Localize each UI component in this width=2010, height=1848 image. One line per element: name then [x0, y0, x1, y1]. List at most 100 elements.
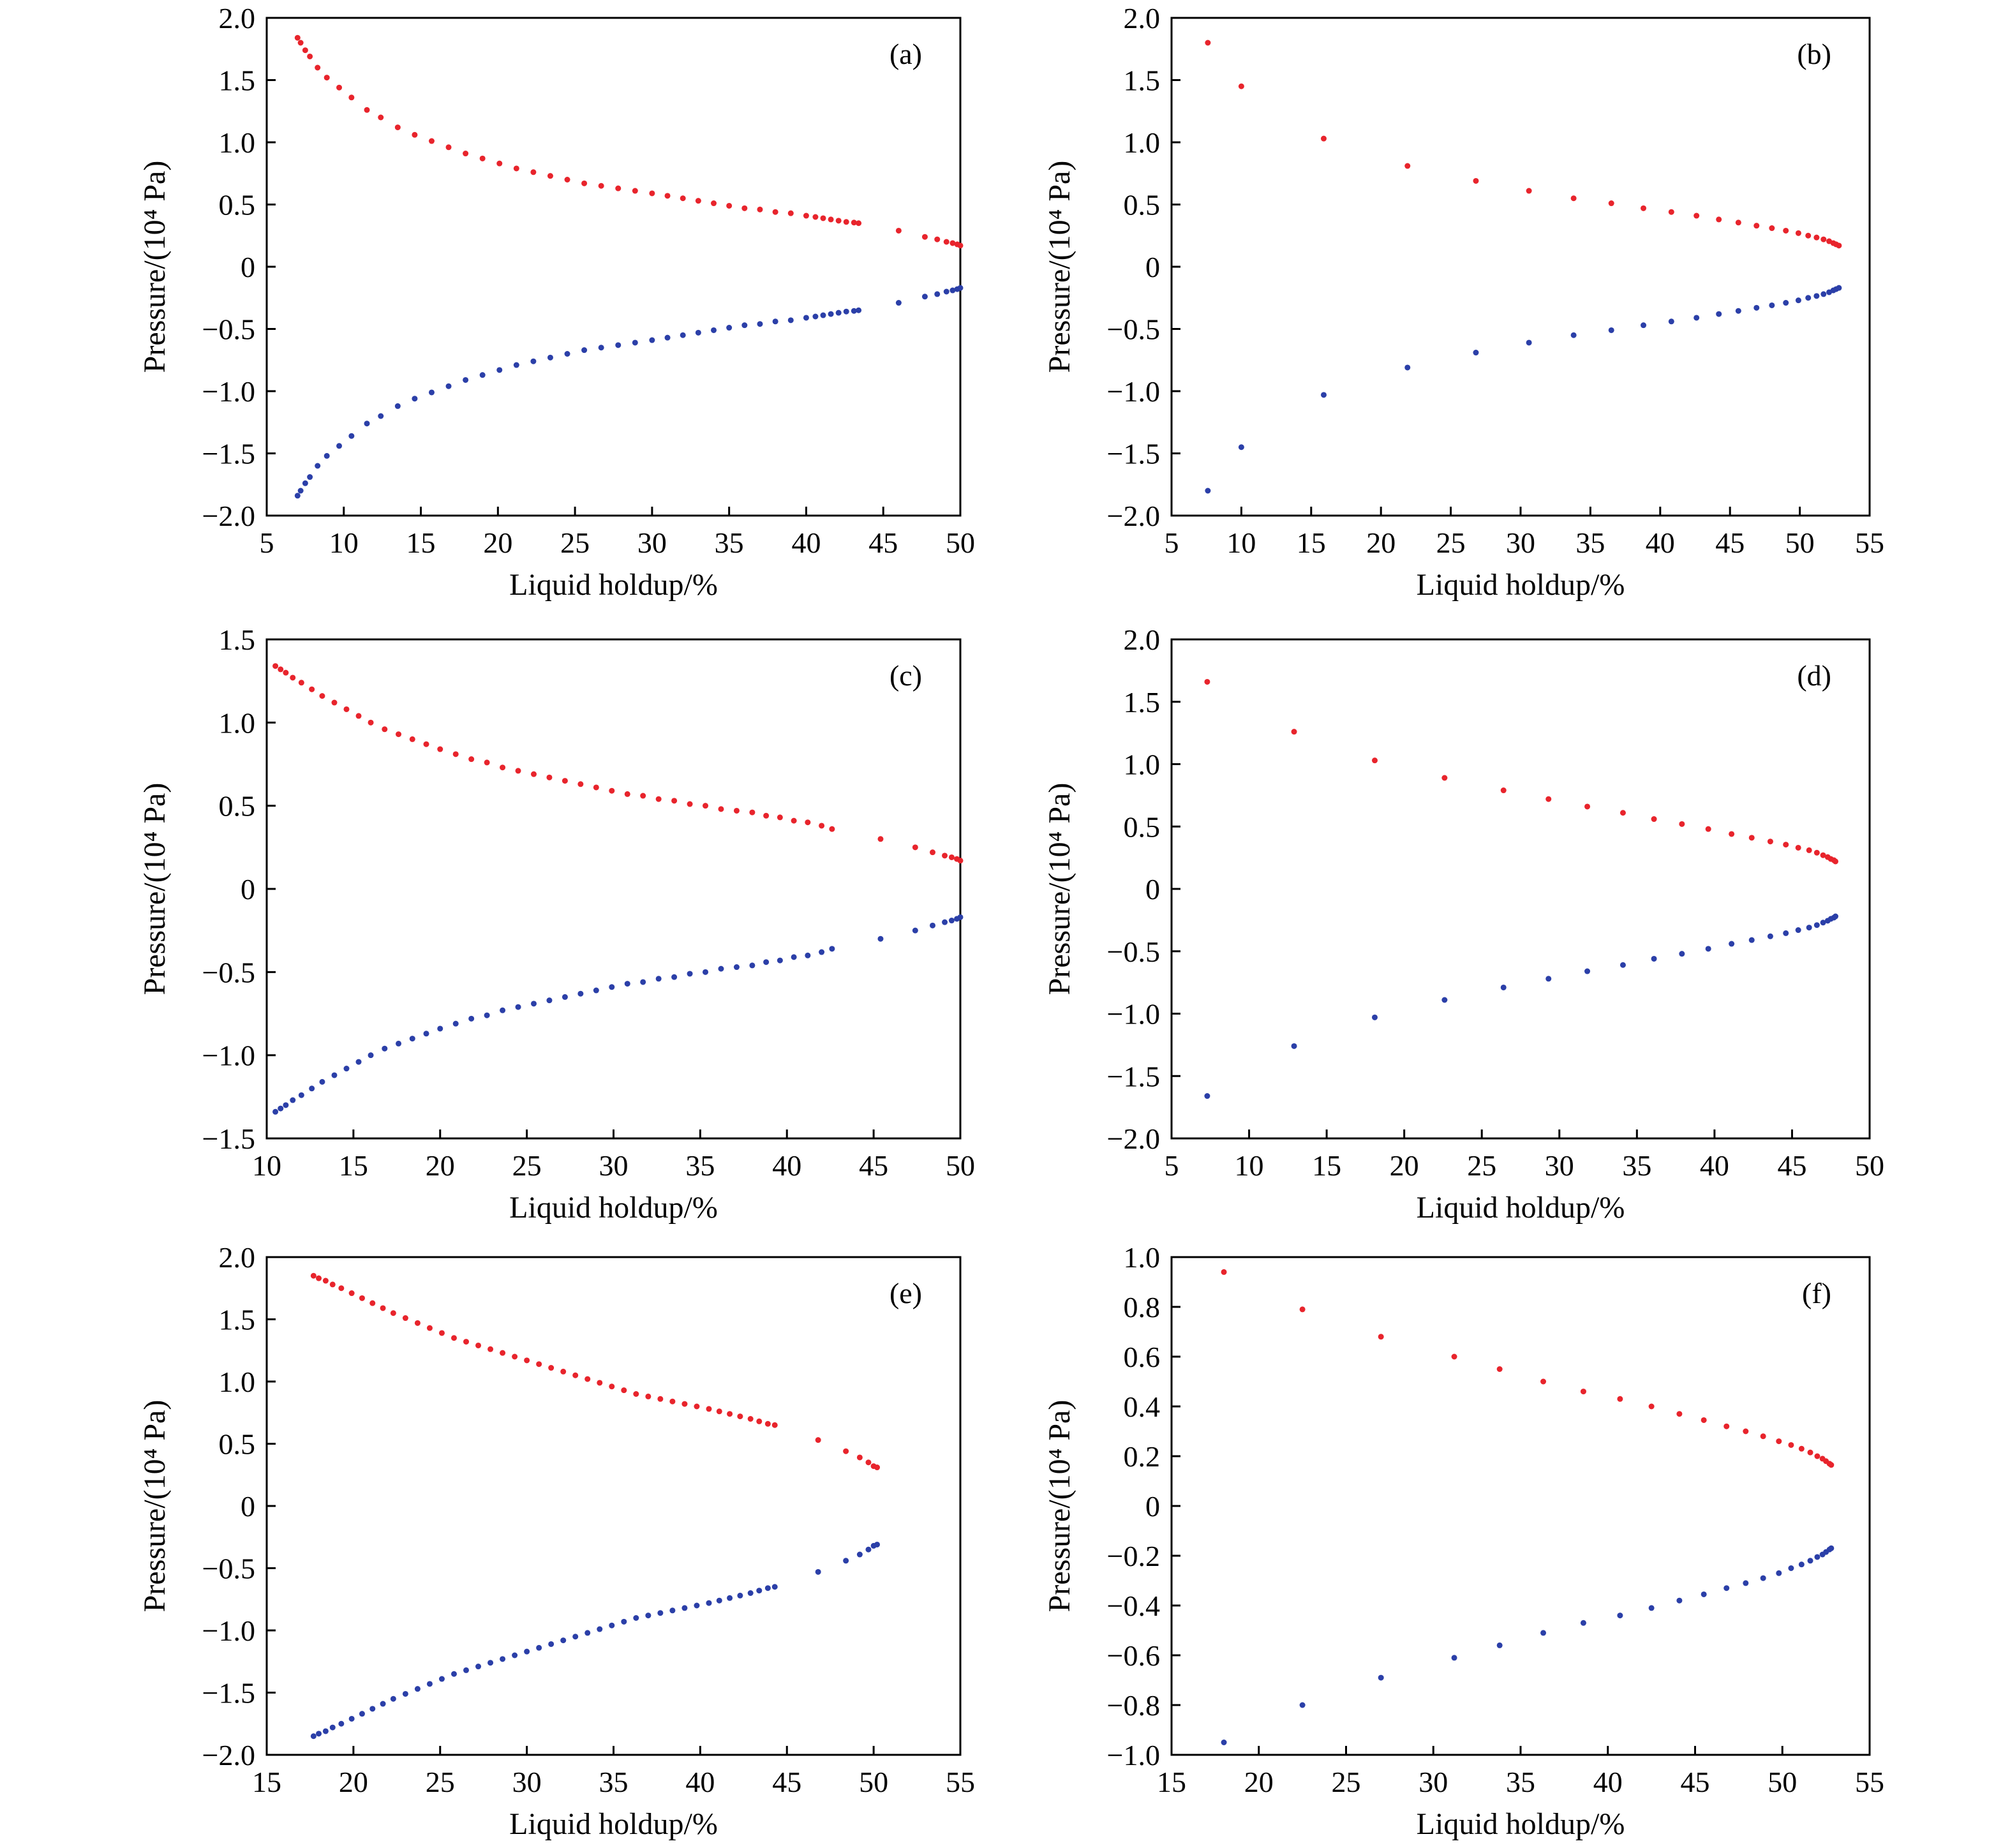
data-point: [820, 312, 826, 318]
x-tick-label: 45: [772, 1766, 801, 1798]
y-tick-label: 0: [1145, 873, 1160, 905]
y-tick-label: 1.5: [219, 64, 256, 97]
data-point: [718, 806, 724, 812]
data-point: [957, 285, 964, 291]
data-point: [1205, 488, 1211, 494]
data-point: [1795, 230, 1801, 236]
data-point: [640, 793, 646, 799]
y-tick-label: 0: [1145, 1490, 1160, 1523]
data-point: [1238, 444, 1244, 451]
data-point: [359, 1295, 365, 1301]
panel-a: 5 10 15 20 25 30 35 40 45 50 2.0 1.5 1.0 0.5 0 −0.5 −1.0…: [138, 2, 975, 602]
data-point: [609, 1622, 615, 1628]
data-point: [609, 984, 615, 990]
data-point: [414, 1320, 421, 1326]
data-point: [1798, 1445, 1805, 1452]
data-point: [640, 979, 646, 985]
data-point: [402, 1315, 408, 1322]
data-point: [1441, 997, 1448, 1003]
data-point: [1545, 976, 1552, 982]
data-point: [316, 1275, 322, 1281]
data-point: [632, 188, 638, 194]
y-tick-label: 0.5: [1124, 189, 1161, 221]
plot-frame: [265, 17, 962, 517]
y-axis-title: Pressure/(10⁴ Pa): [1043, 161, 1076, 373]
data-point: [468, 756, 475, 763]
data-point: [309, 1085, 315, 1092]
data-point: [948, 854, 955, 860]
data-point: [348, 1290, 355, 1297]
x-tick-label: 35: [685, 1149, 715, 1182]
data-point: [1769, 225, 1775, 232]
data-point: [874, 1541, 881, 1547]
x-tick-label: 55: [1855, 526, 1884, 559]
data-point: [369, 1300, 376, 1306]
data-point: [437, 746, 443, 752]
data-point: [912, 927, 918, 934]
data-point: [382, 1045, 388, 1052]
data-point: [791, 954, 797, 960]
data-point: [298, 680, 304, 686]
data-point: [865, 1459, 872, 1466]
data-point: [272, 663, 279, 669]
data-point: [513, 362, 519, 368]
data-point: [500, 764, 506, 771]
data-point: [488, 1346, 494, 1352]
data-point: [615, 342, 622, 348]
panel-label: (e): [890, 1277, 922, 1309]
x-tick-label: 10: [1235, 1149, 1264, 1182]
data-point: [412, 396, 418, 402]
data-point: [463, 1667, 470, 1673]
data-point: [726, 325, 733, 331]
data-point: [948, 918, 955, 924]
data-point: [772, 209, 778, 215]
data-point: [1813, 922, 1820, 928]
data-point: [747, 1416, 754, 1422]
data-point: [290, 1097, 296, 1103]
data-point: [1716, 311, 1722, 317]
data-point: [1788, 1565, 1794, 1571]
data-point: [1743, 1428, 1749, 1434]
data-point: [283, 1102, 289, 1108]
data-point: [1291, 1043, 1297, 1049]
y-tick-label: −1.0: [1107, 998, 1160, 1031]
data-point: [547, 173, 553, 179]
data-point: [593, 784, 599, 791]
data-point: [322, 1278, 329, 1284]
data-point: [560, 1637, 567, 1644]
data-point: [657, 1610, 664, 1616]
x-tick-label: 20: [339, 1766, 368, 1798]
data-point: [272, 1108, 279, 1115]
data-point: [577, 781, 584, 787]
data-point: [843, 308, 849, 315]
data-point: [597, 1626, 603, 1632]
data-point: [645, 1613, 651, 1619]
data-point: [733, 807, 740, 814]
data-point: [1641, 205, 1647, 211]
data-point: [843, 219, 849, 225]
data-point: [828, 216, 834, 223]
x-tick-label: 10: [329, 526, 359, 559]
x-tick-label: 15: [339, 1149, 368, 1182]
data-point: [412, 131, 418, 138]
data-point: [669, 1607, 676, 1614]
data-point: [324, 75, 330, 81]
data-point: [791, 817, 797, 824]
data-point: [649, 337, 655, 343]
data-point: [512, 1652, 518, 1658]
data-point: [524, 1357, 530, 1364]
data-point: [703, 803, 709, 809]
data-point: [380, 1305, 386, 1311]
data-point: [1767, 933, 1773, 939]
data-point: [1584, 803, 1591, 810]
data-point: [378, 413, 384, 419]
data-point: [1701, 1591, 1707, 1597]
data-point: [741, 205, 748, 211]
data-point: [949, 287, 956, 294]
lower-series: [294, 285, 964, 499]
data-point: [1820, 852, 1826, 858]
data-point: [1584, 968, 1591, 974]
data-point: [1676, 1411, 1683, 1417]
data-point: [1617, 1396, 1623, 1402]
data-point: [294, 493, 301, 499]
